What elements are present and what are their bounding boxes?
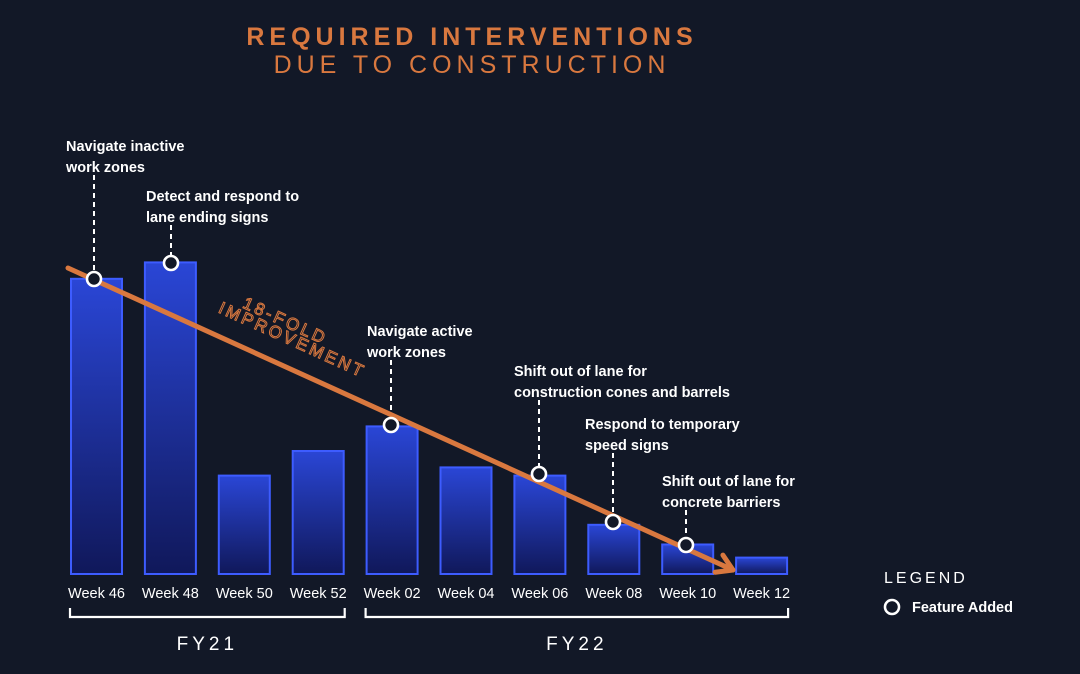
feature-marker-0 bbox=[85, 270, 103, 288]
chart-subtitle: DUE TO CONSTRUCTION bbox=[274, 51, 671, 79]
feature-marker-4 bbox=[382, 416, 400, 434]
feature-label-7-line-1: Respond to temporary bbox=[585, 417, 740, 433]
feature-label-6-line-2: construction cones and barrels bbox=[514, 385, 730, 401]
legend-item-feature-added: Feature Added bbox=[912, 600, 1013, 616]
fy-bracket-1 bbox=[364, 608, 790, 619]
x-tick-week-52: Week 52 bbox=[290, 586, 347, 602]
feature-marker-icon bbox=[883, 598, 901, 616]
x-tick-week-02: Week 02 bbox=[364, 586, 421, 602]
fy-label-fy21: FY21 bbox=[177, 634, 238, 655]
x-tick-week-10: Week 10 bbox=[659, 586, 716, 602]
feature-label-1-line-2: lane ending signs bbox=[146, 210, 268, 226]
chart-title: REQUIRED INTERVENTIONS bbox=[246, 23, 697, 51]
fy-label-fy22: FY22 bbox=[546, 634, 607, 655]
trend-arrow-head-icon bbox=[712, 552, 736, 575]
legend: LEGEND Feature Added bbox=[883, 570, 1013, 616]
feature-label-6-line-1: Shift out of lane for bbox=[514, 364, 647, 380]
feature-marker-fill bbox=[886, 601, 898, 613]
x-tick-week-04: Week 04 bbox=[438, 586, 495, 602]
x-tick-week-06: Week 06 bbox=[511, 586, 568, 602]
feature-label-8-line-2: concrete barriers bbox=[662, 495, 780, 511]
feature-label-0-line-1: Navigate inactive bbox=[66, 139, 184, 155]
feature-marker-8 bbox=[677, 536, 695, 554]
feature-marker-7 bbox=[604, 513, 622, 531]
bar-week-08 bbox=[587, 523, 641, 575]
x-tick-labels: Week 46 Week 48 Week 50 Week 52 Week 02 Week … bbox=[68, 586, 790, 602]
bar-week-46 bbox=[70, 277, 123, 575]
bar-week-52 bbox=[291, 450, 345, 575]
legend-title: LEGEND bbox=[884, 570, 968, 587]
fy-bracket-0 bbox=[68, 608, 346, 619]
feature-label-4-line-1: Navigate active bbox=[367, 324, 473, 340]
bar-week-12 bbox=[735, 556, 789, 575]
feature-label-0-line-2: work zones bbox=[65, 160, 145, 176]
feature-marker-6 bbox=[530, 465, 548, 483]
x-tick-week-50: Week 50 bbox=[216, 586, 273, 602]
feature-label-4-line-2: work zones bbox=[366, 345, 446, 361]
feature-label-8-line-1: Shift out of lane for bbox=[662, 474, 795, 490]
x-tick-week-08: Week 08 bbox=[585, 586, 642, 602]
x-tick-week-12: Week 12 bbox=[733, 586, 790, 602]
bar-week-02 bbox=[365, 425, 419, 575]
bar-week-04 bbox=[439, 466, 493, 575]
bar-week-50 bbox=[217, 474, 271, 576]
fiscal-year-brackets: FY21 FY22 bbox=[68, 608, 790, 655]
x-tick-week-48: Week 48 bbox=[142, 586, 199, 602]
feature-label-1-line-1: Detect and respond to bbox=[146, 189, 299, 205]
feature-marker-1 bbox=[162, 254, 180, 272]
feature-label-7-line-2: speed signs bbox=[585, 438, 669, 454]
leaders-layer bbox=[93, 175, 687, 537]
x-tick-week-46: Week 46 bbox=[68, 586, 125, 602]
trend-arrow-line bbox=[65, 265, 736, 573]
